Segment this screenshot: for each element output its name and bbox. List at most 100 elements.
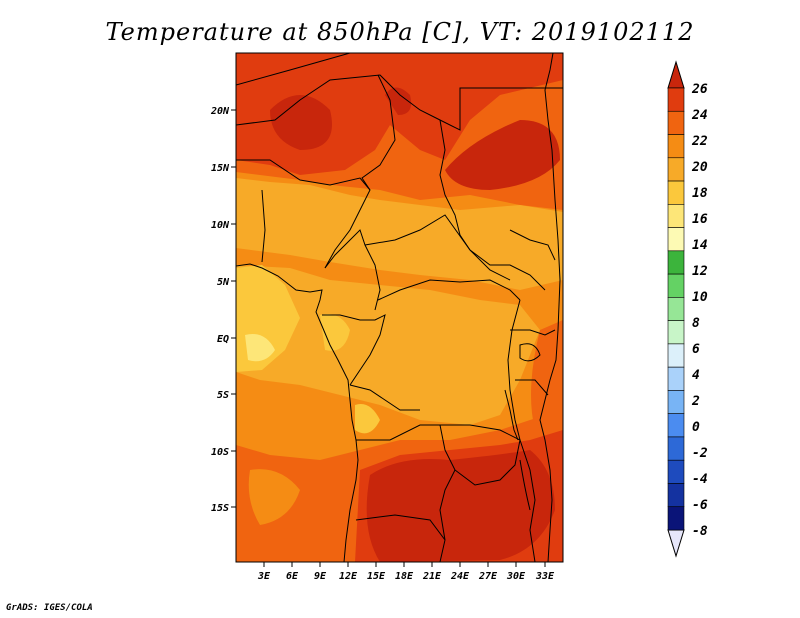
x-tick-21e: 21E — [422, 562, 442, 582]
x-tick-18e: 18E — [395, 562, 414, 582]
y-tick-10n: 10N — [211, 220, 236, 231]
y-tick-5s: 5S — [217, 390, 236, 401]
colorbar-label: 14 — [692, 238, 708, 253]
border-ethiopia — [509, 229, 556, 261]
border-uganda — [510, 329, 556, 336]
coastline-west — [236, 263, 359, 562]
field-congo-cool-1 — [320, 314, 350, 351]
x-tick-33e: 33E — [535, 562, 555, 582]
colorbar-segment — [667, 459, 685, 484]
colorbar-segment — [667, 506, 685, 531]
svg-text:33E: 33E — [535, 571, 555, 582]
colorbar-segment — [667, 273, 685, 298]
svg-text:30E: 30E — [506, 571, 526, 582]
border-mali-niger — [236, 74, 563, 131]
colorbar-label: 4 — [692, 368, 700, 383]
colorbar-segment — [667, 157, 685, 182]
border-tanzania — [515, 379, 549, 396]
colorbar-label: 26 — [691, 82, 708, 97]
x-tick-30e: 30E — [506, 562, 526, 582]
colorbar-segment — [667, 297, 685, 321]
colorbar-label: 22 — [691, 134, 708, 149]
map-title: Temperature at 850hPa [C], VT: 201910211… — [105, 18, 695, 46]
map-frame — [235, 52, 564, 563]
border-drc-east — [507, 299, 521, 441]
colorbar-segment — [667, 436, 685, 461]
svg-text:24E: 24E — [450, 571, 470, 582]
x-tick-6e: 6E — [286, 562, 299, 582]
lake-malawi — [519, 459, 531, 511]
svg-text:5S: 5S — [217, 390, 229, 401]
colorbar-label: 0 — [692, 420, 700, 435]
y-tick-15s: 15S — [211, 503, 236, 514]
x-axis: 3E 6E 9E 12E 15E 18E 21E 24E 27E 30E 33E — [257, 562, 555, 582]
border-mozambique — [519, 439, 536, 562]
field-southwest-cool — [248, 469, 300, 525]
colorbar-segment — [667, 250, 685, 275]
coastline-east — [539, 53, 561, 562]
colorbar-segment — [667, 204, 685, 228]
x-tick-12e: 12E — [339, 562, 358, 582]
colorbar-segment — [667, 227, 685, 252]
colorbar-segment — [667, 413, 685, 438]
svg-text:15E: 15E — [367, 571, 386, 582]
border-benin-togo — [261, 189, 266, 263]
colorbar-label: -2 — [692, 446, 708, 461]
x-tick-24e: 24E — [450, 562, 470, 582]
colorbar-segment — [667, 134, 685, 159]
border-chad-sudan — [439, 119, 471, 251]
svg-text:21E: 21E — [422, 571, 442, 582]
colorbar-label: 24 — [691, 108, 708, 123]
x-tick-3e: 3E — [257, 562, 271, 582]
x-tick-27e: 27E — [478, 562, 498, 582]
colorbar-label: 10 — [692, 290, 708, 305]
x-tick-9e: 9E — [314, 562, 327, 582]
svg-text:12E: 12E — [339, 571, 358, 582]
colorbar-segment — [667, 366, 685, 391]
border-congo — [322, 314, 386, 386]
field-sahel-band — [236, 178, 563, 290]
svg-text:18E: 18E — [395, 571, 414, 582]
colorbar-label: 16 — [692, 212, 708, 227]
y-tick-15n: 15N — [211, 163, 236, 174]
border-cameroon — [324, 229, 381, 311]
colorbar-label: 18 — [692, 186, 708, 201]
svg-text:9E: 9E — [314, 571, 327, 582]
svg-text:3E: 3E — [257, 571, 271, 582]
field-congo-cool-2 — [245, 334, 275, 362]
border-drc-west — [349, 384, 420, 411]
field-south-hotspot — [366, 450, 555, 562]
colorbar-top-arrow — [667, 60, 685, 89]
svg-text:15S: 15S — [211, 503, 229, 514]
colorbar-segment — [667, 483, 685, 508]
colorbar-segment — [667, 343, 685, 368]
colorbar-label: 8 — [692, 316, 700, 331]
y-tick-10s: 10S — [211, 447, 236, 458]
field-central-basin — [236, 265, 540, 425]
svg-text:15N: 15N — [211, 163, 230, 174]
svg-text:10S: 10S — [211, 447, 229, 458]
colorbar-segment — [667, 110, 685, 135]
colorbar-label: -6 — [692, 498, 708, 513]
field-north-hotspot-2 — [445, 120, 560, 190]
colorbar-segment — [667, 180, 685, 205]
border-south-sudan — [469, 249, 546, 291]
field-north-hotspot-1 — [270, 95, 332, 150]
colorbar-label: 12 — [692, 264, 708, 279]
colorbar-label: 20 — [691, 160, 708, 175]
svg-text:EQ: EQ — [217, 334, 229, 345]
y-tick-20n: 20N — [210, 106, 236, 117]
colorbar-segment — [667, 320, 685, 345]
colorbar-label: 6 — [692, 342, 700, 357]
colorbar-label: 2 — [691, 394, 700, 409]
border-car — [364, 214, 511, 281]
colorbar-bottom-arrow — [667, 529, 685, 558]
colorbar-segment — [667, 87, 685, 112]
svg-text:6E: 6E — [286, 571, 299, 582]
country-borders — [236, 53, 563, 562]
y-tick-5n: 5N — [217, 277, 236, 288]
lake-victoria — [519, 343, 541, 362]
border-nigeria — [236, 159, 371, 269]
